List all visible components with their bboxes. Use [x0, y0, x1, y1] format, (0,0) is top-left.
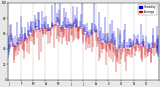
Legend: Humidity, Average: Humidity, Average [138, 4, 157, 15]
